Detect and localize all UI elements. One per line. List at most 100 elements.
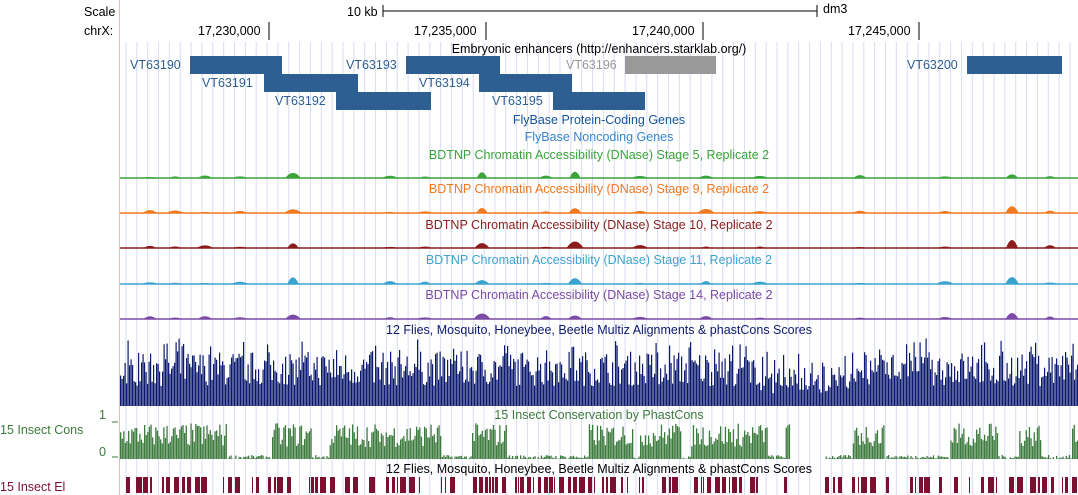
- enhancer-label[interactable]: VT63195: [492, 94, 543, 108]
- conserved-element[interactable]: [639, 477, 640, 493]
- conserved-element[interactable]: [1042, 477, 1047, 493]
- conserved-element[interactable]: [1030, 477, 1036, 493]
- conserved-element[interactable]: [707, 477, 711, 493]
- conserved-element[interactable]: [594, 477, 595, 493]
- conserved-element[interactable]: [187, 477, 191, 493]
- conserved-element[interactable]: [1017, 477, 1023, 493]
- dnase-signal-graphs[interactable]: [120, 171, 1078, 320]
- conserved-element[interactable]: [606, 477, 608, 493]
- conserved-element[interactable]: [703, 477, 704, 493]
- enhancer-feature[interactable]: [406, 56, 500, 74]
- conserved-element[interactable]: [602, 477, 604, 493]
- conserved-element[interactable]: [1009, 477, 1014, 493]
- conserved-element[interactable]: [441, 477, 442, 493]
- conserved-element[interactable]: [996, 477, 997, 493]
- conserved-element[interactable]: [838, 477, 842, 493]
- conserved-element[interactable]: [729, 477, 730, 493]
- conserved-element[interactable]: [1051, 477, 1054, 493]
- conserved-element[interactable]: [662, 477, 666, 493]
- conserved-element[interactable]: [858, 477, 859, 493]
- conserved-element[interactable]: [315, 477, 318, 493]
- enhancer-label[interactable]: VT63191: [202, 76, 253, 90]
- multiz-track-title[interactable]: 12 Flies, Mosquito, Honeybee, Beetle Mul…: [386, 323, 812, 337]
- conserved-element[interactable]: [473, 477, 477, 493]
- conserved-element[interactable]: [750, 477, 755, 493]
- conserved-element[interactable]: [910, 477, 913, 493]
- conserved-element[interactable]: [954, 477, 958, 493]
- conserved-element[interactable]: [489, 477, 491, 493]
- conserved-element[interactable]: [527, 477, 531, 493]
- conserved-element[interactable]: [573, 477, 577, 493]
- conserved-element[interactable]: [610, 477, 616, 493]
- conserved-element[interactable]: [559, 477, 564, 493]
- conserved-element[interactable]: [549, 477, 553, 493]
- conserved-element[interactable]: [784, 477, 787, 493]
- conserved-element[interactable]: [515, 477, 517, 493]
- enhancer-label[interactable]: VT63200: [907, 58, 958, 72]
- conserved-element[interactable]: [277, 477, 283, 493]
- conserved-element[interactable]: [309, 477, 310, 493]
- conserved-element[interactable]: [353, 477, 358, 493]
- flybase-coding-track-title[interactable]: FlyBase Protein-Coding Genes: [512, 113, 686, 127]
- conserved-element[interactable]: [392, 477, 395, 493]
- conserved-element[interactable]: [201, 477, 207, 493]
- conserved-element[interactable]: [136, 477, 142, 493]
- conserved-element[interactable]: [722, 477, 726, 493]
- enhancer-feature[interactable]: [336, 92, 431, 110]
- conserved-element[interactable]: [195, 477, 200, 493]
- conserved-element[interactable]: [861, 477, 867, 493]
- dnase-track-title[interactable]: BDTNP Chromatin Accessibility (DNase) St…: [425, 288, 773, 302]
- flybase-noncoding-track-title[interactable]: FlyBase Noncoding Genes: [524, 130, 674, 144]
- conserved-element[interactable]: [126, 477, 130, 493]
- conserved-element[interactable]: [320, 477, 326, 493]
- conserved-element[interactable]: [256, 477, 259, 493]
- conserved-element[interactable]: [544, 477, 548, 493]
- conserved-element[interactable]: [445, 477, 446, 493]
- conserved-element[interactable]: [919, 477, 923, 493]
- conserved-element[interactable]: [369, 477, 375, 493]
- conserved-element[interactable]: [150, 477, 152, 493]
- conserved-element[interactable]: [182, 477, 185, 493]
- dnase-track-title[interactable]: BDTNP Chromatin Accessibility (DNase) St…: [428, 182, 770, 196]
- conserved-element[interactable]: [287, 477, 291, 493]
- conserved-element[interactable]: [485, 477, 488, 493]
- conserved-element[interactable]: [988, 477, 994, 493]
- conserved-element[interactable]: [579, 477, 585, 493]
- enhancer-feature[interactable]: [967, 56, 1062, 74]
- conserved-element[interactable]: [715, 477, 720, 493]
- conserved-elements-track[interactable]: [126, 477, 1077, 493]
- conserved-element[interactable]: [502, 477, 506, 493]
- conserved-element[interactable]: [495, 477, 498, 493]
- conserved-element[interactable]: [825, 477, 829, 493]
- conserved-element[interactable]: [538, 477, 541, 493]
- conserved-element[interactable]: [1072, 477, 1077, 493]
- conserved-element[interactable]: [554, 477, 555, 493]
- conserved-element[interactable]: [627, 477, 628, 493]
- conserved-element[interactable]: [533, 477, 534, 493]
- conserved-element[interactable]: [588, 477, 592, 493]
- conserved-element[interactable]: [345, 477, 350, 493]
- conserved-element[interactable]: [235, 477, 240, 493]
- conserved-element[interactable]: [166, 477, 170, 493]
- conserved-element[interactable]: [981, 477, 984, 493]
- conserved-element[interactable]: [143, 477, 148, 493]
- conserved-element[interactable]: [924, 477, 930, 493]
- conserved-element[interactable]: [969, 477, 970, 493]
- conserved-element[interactable]: [450, 477, 455, 493]
- enhancer-label[interactable]: VT63193: [346, 58, 397, 72]
- conserved-element[interactable]: [886, 477, 889, 493]
- conserved-element[interactable]: [672, 477, 678, 493]
- enhancer-feature[interactable]: [625, 56, 716, 74]
- conserved-element[interactable]: [162, 477, 164, 493]
- conserved-element[interactable]: [568, 477, 571, 493]
- conserved-element[interactable]: [1062, 477, 1063, 493]
- conserved-element[interactable]: [409, 477, 415, 493]
- enhancer-feature[interactable]: [264, 74, 358, 92]
- cons-track-title[interactable]: 15 Insect Conservation by PhastCons: [494, 408, 704, 422]
- conserved-element[interactable]: [939, 477, 942, 493]
- elements-side-label[interactable]: 15 Insect El: [0, 480, 66, 494]
- conserved-element[interactable]: [739, 477, 742, 493]
- elements-track-title[interactable]: 12 Flies, Mosquito, Honeybee, Beetle Mul…: [386, 462, 812, 476]
- conserved-element[interactable]: [621, 477, 623, 493]
- conserved-element[interactable]: [642, 477, 644, 493]
